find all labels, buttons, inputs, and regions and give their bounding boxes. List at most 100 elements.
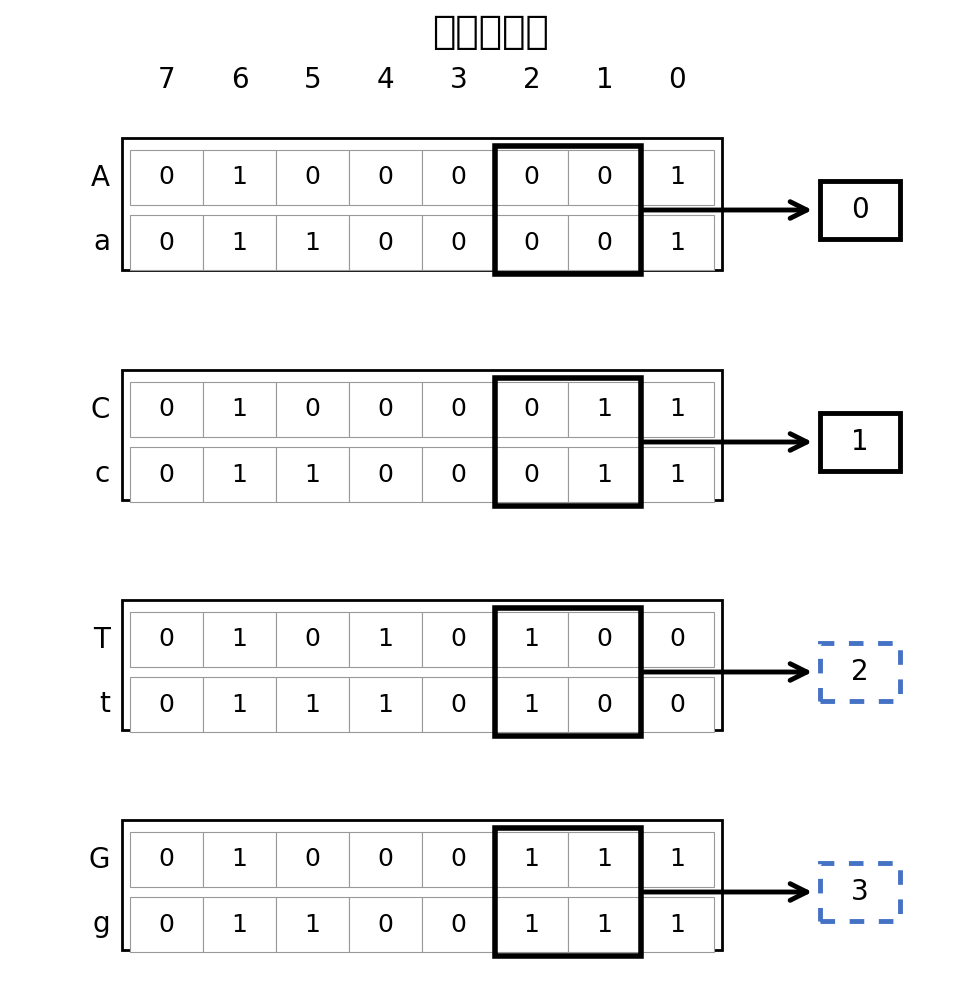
Text: 0: 0 <box>451 462 466 487</box>
Text: 0: 0 <box>159 628 174 652</box>
Text: 1: 1 <box>524 692 539 716</box>
Bar <box>422 382 495 437</box>
Text: 1: 1 <box>304 462 321 487</box>
Text: 3: 3 <box>851 878 869 906</box>
Text: 0: 0 <box>451 628 466 652</box>
Text: 1: 1 <box>669 165 686 190</box>
Text: 0: 0 <box>377 231 394 254</box>
Text: 0: 0 <box>669 628 686 652</box>
Text: 1: 1 <box>304 692 321 716</box>
Text: 0: 0 <box>304 397 321 422</box>
Bar <box>495 146 641 274</box>
Text: 1: 1 <box>231 231 247 254</box>
Text: 1: 1 <box>231 462 247 487</box>
Text: 0: 0 <box>451 231 466 254</box>
Text: 0: 0 <box>524 165 539 190</box>
Text: 0: 0 <box>377 397 394 422</box>
Bar <box>203 897 276 952</box>
Bar <box>130 897 203 952</box>
Bar <box>820 413 900 471</box>
Text: 1: 1 <box>231 628 247 652</box>
Text: 1: 1 <box>377 692 394 716</box>
Text: 0: 0 <box>377 165 394 190</box>
Text: 0: 0 <box>451 912 466 936</box>
Bar <box>422 677 495 732</box>
Text: 0: 0 <box>596 628 612 652</box>
Bar <box>203 150 276 205</box>
Text: 1: 1 <box>596 66 613 94</box>
Bar <box>568 215 641 270</box>
Text: 2: 2 <box>523 66 540 94</box>
Text: 1: 1 <box>669 231 686 254</box>
Text: 0: 0 <box>596 231 612 254</box>
Bar <box>422 832 495 887</box>
Bar <box>641 897 714 952</box>
Text: 1: 1 <box>596 912 612 936</box>
Bar <box>820 863 900 921</box>
Bar <box>349 447 422 502</box>
Text: a: a <box>93 229 110 256</box>
Text: 0: 0 <box>451 848 466 871</box>
Text: 0: 0 <box>159 912 174 936</box>
Text: 1: 1 <box>377 628 394 652</box>
Text: 0: 0 <box>669 692 686 716</box>
Bar <box>276 677 349 732</box>
Bar <box>495 832 568 887</box>
Bar <box>495 608 641 736</box>
Text: 0: 0 <box>304 848 321 871</box>
Text: 1: 1 <box>231 692 247 716</box>
Text: 2: 2 <box>851 658 869 686</box>
Text: T: T <box>93 626 110 654</box>
Text: 1: 1 <box>231 397 247 422</box>
Bar <box>495 150 568 205</box>
Bar <box>349 612 422 667</box>
Bar <box>495 897 568 952</box>
Text: 0: 0 <box>159 397 174 422</box>
Bar <box>130 215 203 270</box>
Bar <box>820 181 900 239</box>
Bar <box>495 677 568 732</box>
Bar <box>820 643 900 701</box>
Text: 1: 1 <box>231 912 247 936</box>
Text: 0: 0 <box>451 165 466 190</box>
Text: 1: 1 <box>669 462 686 487</box>
Bar <box>568 447 641 502</box>
Text: 0: 0 <box>596 692 612 716</box>
Text: 0: 0 <box>159 165 174 190</box>
Bar <box>203 832 276 887</box>
Text: 7: 7 <box>158 66 175 94</box>
Text: 3: 3 <box>450 66 467 94</box>
Bar <box>641 215 714 270</box>
Text: 0: 0 <box>668 66 687 94</box>
Text: 1: 1 <box>851 428 869 456</box>
Bar <box>422 612 495 667</box>
Text: 6: 6 <box>231 66 248 94</box>
Text: 1: 1 <box>596 462 612 487</box>
Text: 1: 1 <box>524 848 539 871</box>
Text: 0: 0 <box>159 462 174 487</box>
Text: 1: 1 <box>231 848 247 871</box>
Text: 5: 5 <box>303 66 322 94</box>
Text: 4: 4 <box>377 66 394 94</box>
Text: 二进制编码: 二进制编码 <box>431 13 549 51</box>
Text: 0: 0 <box>159 692 174 716</box>
Text: 0: 0 <box>377 848 394 871</box>
Bar <box>641 832 714 887</box>
Text: g: g <box>92 910 110 938</box>
Text: 0: 0 <box>524 231 539 254</box>
Bar <box>641 677 714 732</box>
Bar <box>130 150 203 205</box>
Text: C: C <box>91 395 110 424</box>
Text: 0: 0 <box>304 628 321 652</box>
Text: 1: 1 <box>524 628 539 652</box>
Text: 1: 1 <box>596 397 612 422</box>
Bar <box>495 215 568 270</box>
Text: 1: 1 <box>596 848 612 871</box>
Bar <box>130 677 203 732</box>
Bar <box>349 150 422 205</box>
Text: 0: 0 <box>377 912 394 936</box>
Bar <box>495 828 641 956</box>
Bar <box>122 370 722 500</box>
Text: 1: 1 <box>304 912 321 936</box>
Bar <box>641 382 714 437</box>
